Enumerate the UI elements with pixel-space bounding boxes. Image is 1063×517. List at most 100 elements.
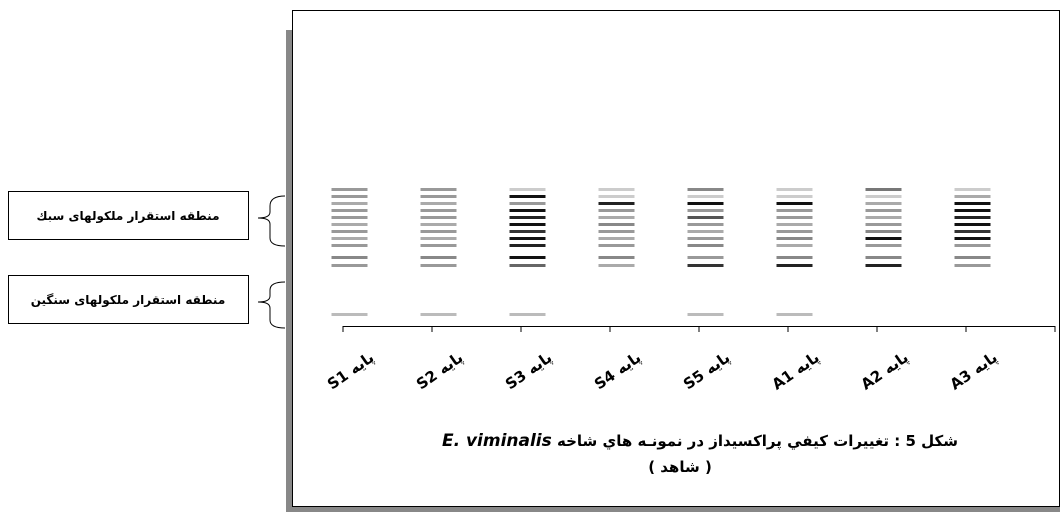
band [955,230,991,233]
band [599,264,635,267]
band [421,216,457,219]
band [421,313,457,316]
page: منطقه استقرار ملكولهای سبك منطقه استقرار… [0,0,1063,517]
band [777,188,813,191]
band [955,209,991,212]
band [955,223,991,226]
band [777,223,813,226]
brace [258,196,285,246]
band [599,244,635,247]
band [332,313,368,316]
band [777,256,813,259]
band [332,223,368,226]
band [332,230,368,233]
band [955,256,991,259]
band [332,209,368,212]
band [421,188,457,191]
band [955,216,991,219]
band [688,202,724,205]
band [777,244,813,247]
figure: منطقه استقرار ملكولهای سبك منطقه استقرار… [0,0,1063,513]
band [421,202,457,205]
band [866,188,902,191]
band [777,230,813,233]
band [866,230,902,233]
band [599,230,635,233]
band [866,216,902,219]
band [599,195,635,198]
band [510,244,546,247]
band [510,209,546,212]
brace [258,282,285,328]
band [688,256,724,259]
band [777,264,813,267]
band [510,202,546,205]
caption-text: شکل 5 : تغييرات کيفي پراکسيداز در نمونـه… [557,432,958,451]
band [421,223,457,226]
band [421,264,457,267]
caption: E. viminalis شکل 5 : تغييرات کيفي پراکسي… [442,431,958,451]
band [421,244,457,247]
band [332,188,368,191]
band [777,313,813,316]
band [688,188,724,191]
band [332,195,368,198]
band [688,244,724,247]
band [332,216,368,219]
band [599,237,635,240]
zone-label: منطقه استقرار ملكولهای سنگين [31,293,226,308]
band [510,195,546,198]
caption-line2: ( شاهد ) [648,458,712,476]
band [332,256,368,259]
band [510,313,546,316]
band [688,313,724,316]
band [688,216,724,219]
band [421,230,457,233]
band [955,244,991,247]
band [866,264,902,267]
band [777,237,813,240]
band [688,230,724,233]
band [421,195,457,198]
band [510,188,546,191]
zone-label: منطقه استقرار ملكولهای سبك [36,209,219,224]
band [955,237,991,240]
band [688,223,724,226]
band [866,223,902,226]
band [688,195,724,198]
caption-species: E. viminalis [442,431,552,451]
band [955,202,991,205]
band [421,209,457,212]
band [332,237,368,240]
band [866,209,902,212]
band [866,202,902,205]
band [332,244,368,247]
band [599,209,635,212]
band [777,202,813,205]
band [332,202,368,205]
band [866,244,902,247]
band [599,188,635,191]
band [688,264,724,267]
frame-shadow [286,30,292,512]
band [510,256,546,259]
band [599,223,635,226]
band [510,264,546,267]
band [777,216,813,219]
band [421,237,457,240]
band [866,256,902,259]
band [332,264,368,267]
band [777,195,813,198]
band [599,256,635,259]
band [688,209,724,212]
band [510,230,546,233]
band [866,195,902,198]
band [599,216,635,219]
band [510,223,546,226]
band [421,256,457,259]
band [866,237,902,240]
band [688,237,724,240]
band [955,264,991,267]
band [955,195,991,198]
band [510,237,546,240]
